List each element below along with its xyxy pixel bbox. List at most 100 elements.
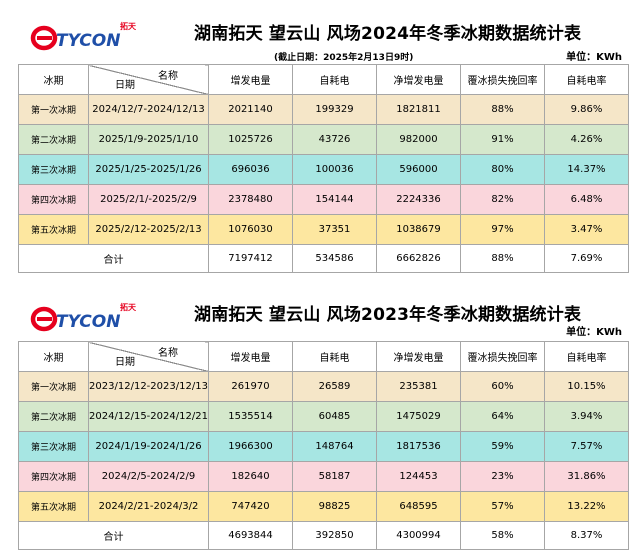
recovery-rate-cell: 23% — [460, 461, 545, 492]
header-date: 日期 — [115, 80, 135, 91]
generation-cell: 1025726 — [208, 124, 293, 155]
header-generation: 增发电量 — [208, 64, 293, 95]
period-cell: 第二次冰期 — [18, 124, 89, 155]
logo-badge: 拓天 — [120, 21, 137, 31]
period-cell: 第三次冰期 — [18, 431, 89, 462]
header-recovery-rate: 覆冰损失挽回率 — [460, 64, 545, 95]
total-generation: 7197412 — [208, 244, 293, 273]
dates-cell: 2025/1/9-2025/1/10 — [88, 124, 209, 155]
self-consumption-cell: 100036 — [292, 154, 377, 185]
net-generation-cell: 2224336 — [376, 184, 461, 215]
self-consumption-cell: 148764 — [292, 431, 377, 462]
header-self-rate: 自耗电率 — [544, 64, 629, 95]
self-consumption-cell: 26589 — [292, 371, 377, 402]
dates-cell: 2024/12/15-2024/12/21 — [88, 401, 209, 432]
logo-text: TYCON — [56, 312, 120, 332]
self-consumption-cell: 199329 — [292, 94, 377, 125]
self-rate-cell: 6.48% — [544, 184, 629, 215]
recovery-rate-cell: 88% — [460, 94, 545, 125]
total-self-consumption: 392850 — [292, 521, 377, 550]
period-cell: 第五次冰期 — [18, 491, 89, 522]
period-cell: 第五次冰期 — [18, 214, 89, 245]
self-rate-cell: 7.57% — [544, 431, 629, 462]
net-generation-cell: 648595 — [376, 491, 461, 522]
recovery-rate-cell: 91% — [460, 124, 545, 155]
period-cell: 第二次冰期 — [18, 401, 89, 432]
net-generation-cell: 1038679 — [376, 214, 461, 245]
self-rate-cell: 13.22% — [544, 491, 629, 522]
recovery-rate-cell: 80% — [460, 154, 545, 185]
ice-period-table: 冰期 名称 日期 增发电量 自耗电 净增发电量 覆冰损失挽回率 自耗电率 第一次… — [18, 341, 629, 550]
self-consumption-cell: 43726 — [292, 124, 377, 155]
header-date: 日期 — [115, 357, 135, 368]
header-period: 冰期 — [18, 341, 89, 372]
total-generation: 4693844 — [208, 521, 293, 550]
generation-cell: 1535514 — [208, 401, 293, 432]
header-name: 名称 — [158, 71, 178, 82]
self-rate-cell: 10.15% — [544, 371, 629, 402]
header-self-consumption: 自耗电 — [292, 64, 377, 95]
net-generation-cell: 124453 — [376, 461, 461, 492]
self-consumption-cell: 98825 — [292, 491, 377, 522]
generation-cell: 1076030 — [208, 214, 293, 245]
report-header: TYCON 拓天 湖南拓天 望云山 风场2023年冬季冰期数据统计表 单位：KW… — [18, 285, 628, 341]
table-header-row: 冰期 名称 日期 增发电量 自耗电 净增发电量 覆冰损失挽回率 自耗电率 — [18, 64, 629, 95]
generation-cell: 747420 — [208, 491, 293, 522]
self-rate-cell: 4.26% — [544, 124, 629, 155]
total-label: 合计 — [18, 244, 209, 273]
table-row: 第五次冰期 2025/2/12-2025/2/13 1076030 37351 … — [18, 214, 629, 245]
self-rate-cell: 3.94% — [544, 401, 629, 432]
period-cell: 第四次冰期 — [18, 461, 89, 492]
self-rate-cell: 3.47% — [544, 214, 629, 245]
recovery-rate-cell: 59% — [460, 431, 545, 462]
header-recovery-rate: 覆冰损失挽回率 — [460, 341, 545, 372]
table-row: 第三次冰期 2025/1/25-2025/1/26 696036 100036 … — [18, 154, 629, 185]
total-self-consumption: 534586 — [292, 244, 377, 273]
dates-cell: 2024/1/19-2024/1/26 — [88, 431, 209, 462]
net-generation-cell: 1475029 — [376, 401, 461, 432]
table-row: 第五次冰期 2024/2/21-2024/3/2 747420 98825 64… — [18, 491, 629, 522]
period-cell: 第三次冰期 — [18, 154, 89, 185]
report-header: TYCON 拓天 湖南拓天 望云山 风场2024年冬季冰期数据统计表 (截止日期… — [18, 4, 628, 64]
total-net-generation: 6662826 — [376, 244, 461, 273]
dates-cell: 2024/2/21-2024/3/2 — [88, 491, 209, 522]
period-cell: 第四次冰期 — [18, 184, 89, 215]
self-consumption-cell: 37351 — [292, 214, 377, 245]
unit-label: 单位：KWh — [566, 327, 622, 338]
generation-cell: 182640 — [208, 461, 293, 492]
dates-cell: 2023/12/12-2023/12/13 — [88, 371, 209, 402]
self-consumption-cell: 154144 — [292, 184, 377, 215]
report-2024: TYCON 拓天 湖南拓天 望云山 风场2024年冬季冰期数据统计表 (截止日期… — [18, 4, 629, 273]
header-net-generation: 净增发电量 — [376, 64, 461, 95]
net-generation-cell: 1817536 — [376, 431, 461, 462]
table-row: 第二次冰期 2025/1/9-2025/1/10 1025726 43726 9… — [18, 124, 629, 155]
header-name: 名称 — [158, 348, 178, 359]
header-name-date: 名称 日期 — [88, 64, 209, 95]
report-2023: TYCON 拓天 湖南拓天 望云山 风场2023年冬季冰期数据统计表 单位：KW… — [18, 285, 629, 550]
generation-cell: 2021140 — [208, 94, 293, 125]
generation-cell: 696036 — [208, 154, 293, 185]
table-row: 第四次冰期 2025/2/1/-2025/2/9 2378480 154144 … — [18, 184, 629, 215]
net-generation-cell: 235381 — [376, 371, 461, 402]
header-net-generation: 净增发电量 — [376, 341, 461, 372]
total-recovery-rate: 88% — [460, 244, 545, 273]
dates-cell: 2024/2/5-2024/2/9 — [88, 461, 209, 492]
total-label: 合计 — [18, 521, 209, 550]
header-period: 冰期 — [18, 64, 89, 95]
period-cell: 第一次冰期 — [18, 94, 89, 125]
tycon-logo: TYCON 拓天 — [30, 21, 137, 51]
logo-badge: 拓天 — [120, 302, 137, 312]
total-self-rate: 7.69% — [544, 244, 629, 273]
recovery-rate-cell: 64% — [460, 401, 545, 432]
report-title: 湖南拓天 望云山 风场2024年冬季冰期数据统计表 — [194, 24, 582, 44]
total-row: 合计 7197412 534586 6662826 88% 7.69% — [18, 244, 629, 273]
self-rate-cell: 9.86% — [544, 94, 629, 125]
total-net-generation: 4300994 — [376, 521, 461, 550]
recovery-rate-cell: 60% — [460, 371, 545, 402]
net-generation-cell: 1821811 — [376, 94, 461, 125]
self-consumption-cell: 58187 — [292, 461, 377, 492]
generation-cell: 2378480 — [208, 184, 293, 215]
period-cell: 第一次冰期 — [18, 371, 89, 402]
total-recovery-rate: 58% — [460, 521, 545, 550]
total-self-rate: 8.37% — [544, 521, 629, 550]
